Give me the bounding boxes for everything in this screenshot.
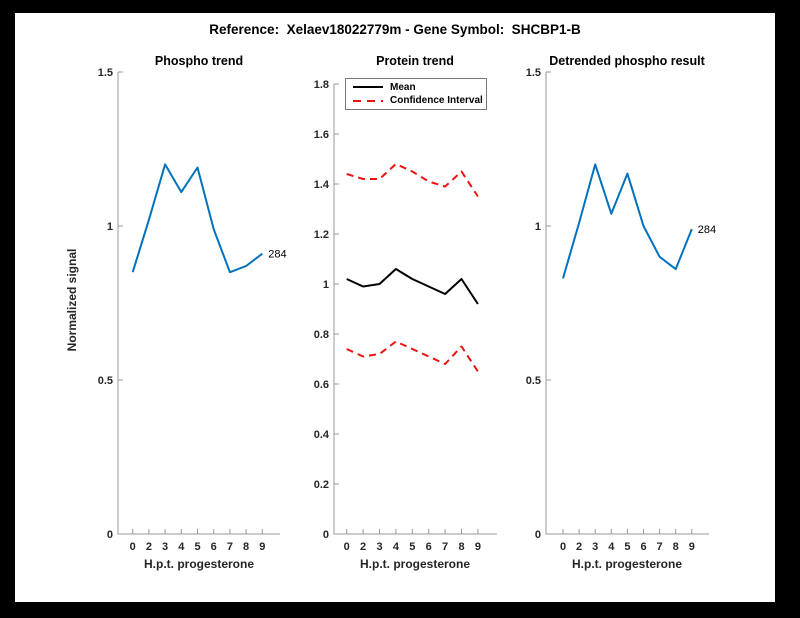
plot1-y-tick-label: 0.5	[98, 375, 113, 387]
plot3-x-tick-label: 5	[624, 541, 630, 553]
plot1-series-phospho-signal-line	[131, 163, 263, 274]
plot1-x-tick-label: 9	[259, 541, 265, 553]
plot2-xlabel: H.p.t. progesterone	[359, 557, 471, 571]
legend-label-mean: Mean	[390, 81, 416, 93]
plot2-series-confidence-interval-upper--line	[346, 163, 479, 198]
plot3-series-detrended-phospho-signal-line	[562, 163, 693, 279]
plot2-y-tick-label: 1.2	[314, 229, 329, 241]
plot1-x-tick-label: 7	[227, 541, 233, 553]
plot2-x-tick-label: 2	[360, 541, 366, 553]
plot1-x-tick-label: 6	[211, 541, 217, 553]
plot1-xlabel: H.p.t. progesterone	[143, 557, 255, 571]
plot3-x-tick-label: 6	[640, 541, 646, 553]
confidence-interval-line-sample	[353, 99, 383, 102]
figure-canvas: Reference: Xelaev18022779m - Gene Symbol…	[15, 13, 775, 602]
plot2-title: Protein trend	[376, 54, 454, 68]
plot1-x-tick-label: 2	[146, 541, 152, 553]
legend-box: Mean Confidence Interval	[345, 78, 487, 110]
plot2-x-tick-label: 6	[426, 541, 432, 553]
legend-row-mean: Mean	[346, 82, 486, 93]
plot1-x-tick-label: 5	[194, 541, 200, 553]
plot2-x-tick-label: 4	[393, 541, 400, 553]
plot1-y-tick-label: 0	[107, 529, 113, 541]
plot3-x-tick-label: 4	[608, 541, 615, 553]
plot3-y-tick-label: 0	[535, 529, 541, 541]
plot2-axis	[333, 84, 497, 535]
plot2-y-tick-label: 0.8	[314, 329, 329, 341]
plot2-x-tick-label: 7	[442, 541, 448, 553]
plot1-axis	[117, 72, 280, 535]
plots-svg: 00.511.50 2 3 4 5 6 7 8 928400.20.40.60.811.21.4…	[98, 67, 716, 553]
plot1-x-tick-label: 4	[178, 541, 185, 553]
plot2-x-tick-label: 3	[376, 541, 382, 553]
plot3-y-tick-label: 1.5	[526, 67, 541, 79]
plot1-end-label: 284	[268, 249, 286, 261]
plot1-y-tick-label: 1.5	[98, 67, 113, 79]
plot2-x-tick-label: 5	[409, 541, 415, 553]
plot3-axis	[545, 72, 709, 535]
plot3-x-tick-label: 8	[673, 541, 679, 553]
plot3-x-tick-label: 7	[657, 541, 663, 553]
plot2-y-tick-label: 1.8	[314, 79, 329, 91]
plot3-end-label: 284	[698, 224, 716, 236]
plot3-y-tick-label: 1	[535, 221, 541, 233]
plot2-y-tick-label: 0.6	[314, 379, 329, 391]
plot2-y-tick-label: 0.2	[314, 479, 329, 491]
plot3-x-tick-label: 3	[592, 541, 598, 553]
legend-label-ci: Confidence Interval	[390, 95, 483, 107]
plot1-y-tick-label: 1	[107, 221, 113, 233]
plot3-x-tick-label: 0	[560, 541, 566, 553]
figure-title: Reference: Xelaev18022779m - Gene Symbol…	[209, 22, 581, 37]
plot2-y-tick-label: 1.4	[314, 179, 330, 191]
plot2-series-confidence-interval-lower--line	[346, 340, 479, 373]
plot2-y-tick-label: 0.4	[314, 429, 330, 441]
plot3-x-tick-label: 2	[576, 541, 582, 553]
plot2-x-tick-label: 0	[344, 541, 350, 553]
plot3-x-tick-label: 9	[689, 541, 695, 553]
plot3-xlabel: H.p.t. progesterone	[571, 557, 683, 571]
legend-row-ci: Confidence Interval	[346, 95, 486, 106]
plot2-x-tick-label: 8	[458, 541, 464, 553]
plot1-title: Phospho trend	[154, 54, 244, 68]
plot3-y-tick-label: 0.5	[526, 375, 541, 387]
plot1-x-tick-label: 8	[243, 541, 249, 553]
plot2-x-tick-label: 9	[475, 541, 481, 553]
plot3-title: Detrended phospho result	[549, 54, 705, 68]
plot1-x-tick-label: 0	[130, 541, 136, 553]
plot2-y-tick-label: 1	[323, 279, 329, 291]
plot1-x-tick-label: 3	[162, 541, 168, 553]
mean-line-sample	[353, 86, 383, 89]
plot2-y-tick-label: 1.6	[314, 129, 329, 141]
plot2-y-tick-label: 0	[323, 529, 329, 541]
plot2-series-mean-line	[346, 268, 479, 305]
